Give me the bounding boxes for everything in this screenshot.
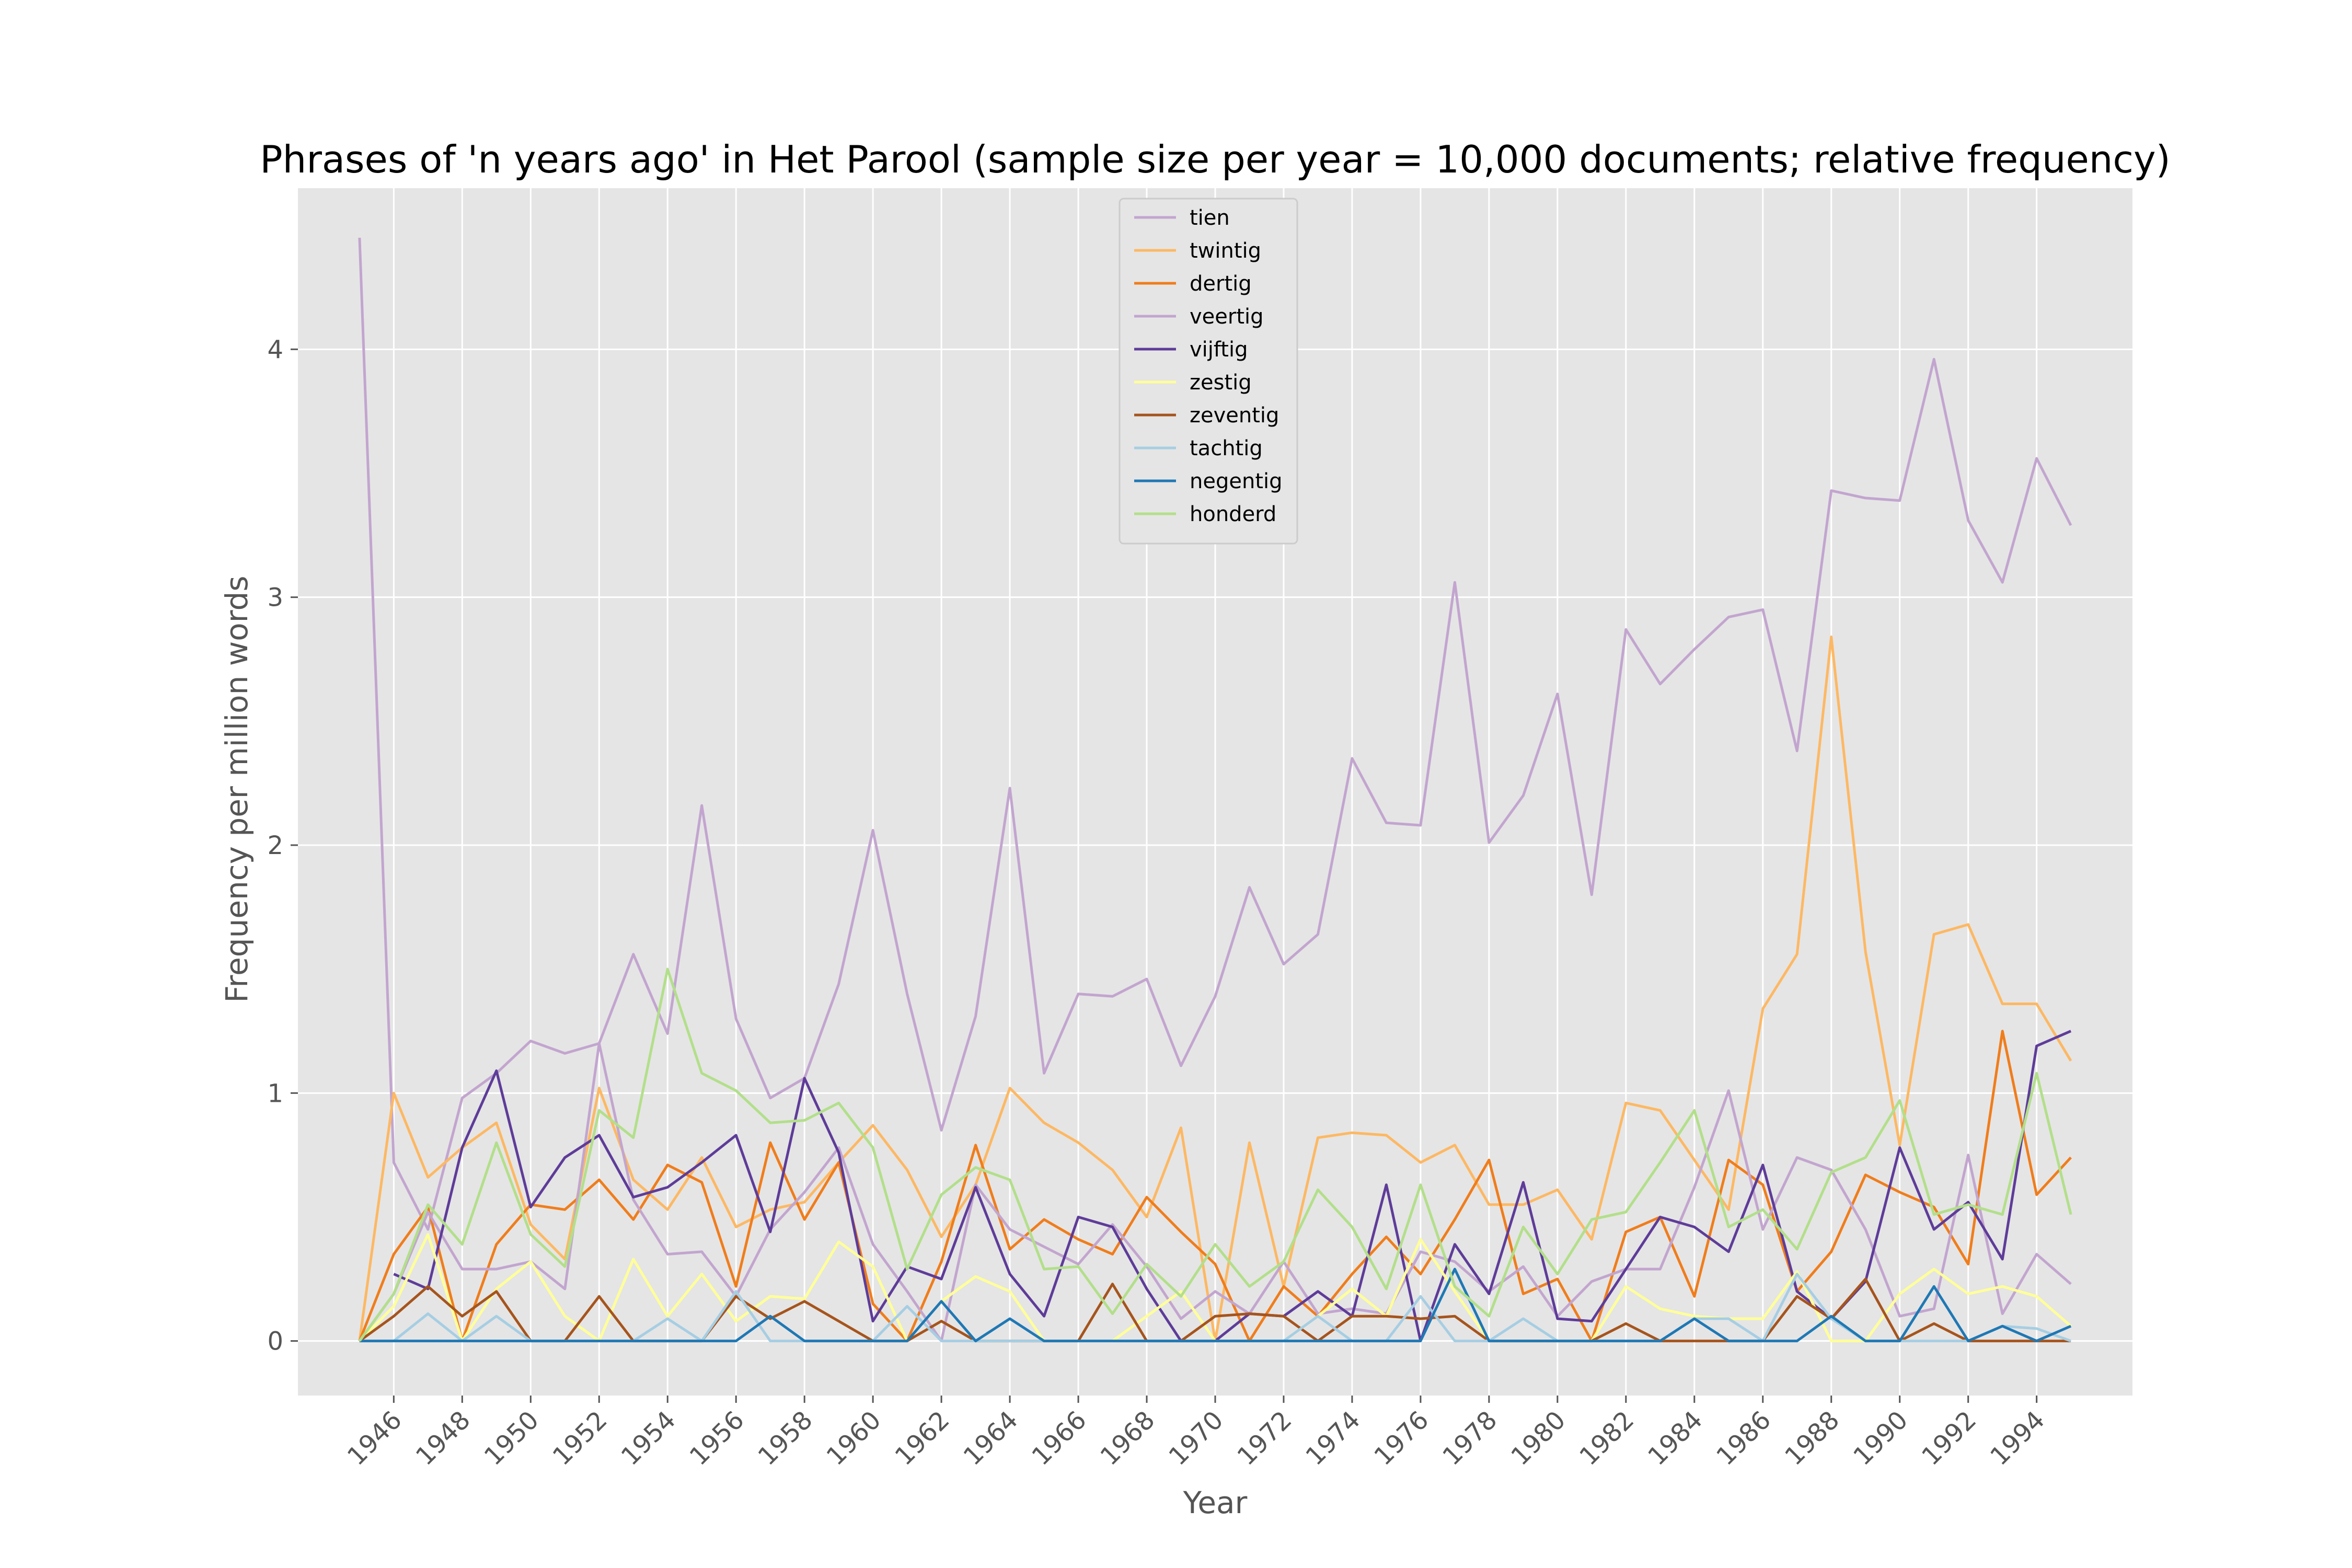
- legend-label-zeventig: zeventig: [1190, 403, 1279, 428]
- legend-label-zestig: zestig: [1190, 371, 1252, 395]
- x-tick-label: 1948: [410, 1405, 476, 1471]
- series-line-honderd: [358, 967, 2072, 1342]
- y-axis-label: Frequency per million words: [219, 575, 255, 1002]
- series-line-dertig: [358, 1030, 2072, 1343]
- x-axis: 1946 1948 1950 1952 1954 1956 1958 1960 1962 1964…: [342, 1396, 2050, 1471]
- x-tick-label: 1986: [1711, 1405, 1777, 1471]
- x-tick-label: 1974: [1300, 1405, 1366, 1471]
- series-line-veertig: [358, 1042, 2072, 1343]
- chart-title: Phrases of 'n years ago' in Het Parool (…: [260, 137, 2170, 181]
- x-tick-label: 1992: [1916, 1405, 1982, 1471]
- x-tick-label: 1982: [1574, 1405, 1640, 1471]
- legend-label-twintig: twintig: [1190, 239, 1261, 263]
- x-tick-label: 1962: [890, 1405, 955, 1471]
- x-tick-label: 1968: [1095, 1405, 1161, 1471]
- x-tick-label: 1990: [1848, 1405, 1913, 1471]
- x-tick-label: 1956: [684, 1405, 750, 1471]
- legend-label-dertig: dertig: [1190, 272, 1252, 296]
- legend-box: [1119, 198, 1298, 545]
- series-line-negentig: [359, 1267, 2072, 1343]
- x-tick-label: 1972: [1231, 1405, 1297, 1471]
- x-tick-label: 1954: [616, 1405, 682, 1471]
- series-line-tien: [358, 237, 2072, 1231]
- legend: tien twintig dertig veertig vijftig zestig zev…: [1119, 198, 1298, 545]
- x-tick-label: 1946: [342, 1405, 408, 1471]
- x-tick-label: 1966: [1027, 1405, 1092, 1471]
- x-tick-label: 1950: [479, 1405, 545, 1471]
- x-tick-label: 1988: [1779, 1405, 1845, 1471]
- x-tick-label: 1960: [821, 1405, 887, 1471]
- y-tick-label: 0: [267, 1327, 283, 1356]
- legend-label-veertig: veertig: [1190, 305, 1264, 329]
- x-tick-label: 1964: [958, 1405, 1024, 1471]
- y-tick-label: 2: [267, 831, 283, 860]
- x-tick-label: 1958: [753, 1405, 818, 1471]
- legend-label-vijftig: vijftig: [1190, 338, 1248, 362]
- x-axis-label: Year: [1183, 1485, 1248, 1520]
- x-tick-label: 1980: [1505, 1405, 1571, 1471]
- legend-label-tachtig: tachtig: [1190, 436, 1263, 460]
- x-tick-label: 1952: [547, 1405, 613, 1471]
- y-tick-label: 1: [267, 1079, 283, 1108]
- y-tick-label: 4: [267, 335, 283, 364]
- x-tick-label: 1970: [1163, 1405, 1229, 1471]
- x-tick-label: 1984: [1642, 1405, 1708, 1471]
- legend-label-honderd: honderd: [1190, 502, 1276, 526]
- series-line-vijftig: [393, 1030, 2072, 1343]
- y-axis: 0 1 2 3 4: [267, 335, 298, 1356]
- x-tick-label: 1978: [1437, 1405, 1503, 1471]
- y-tick-label: 3: [267, 583, 283, 613]
- series-lines: [358, 237, 2072, 1343]
- x-tick-label: 1994: [1985, 1405, 2050, 1471]
- legend-label-negentig: negentig: [1190, 469, 1283, 493]
- legend-label-tien: tien: [1190, 206, 1230, 230]
- x-tick-label: 1976: [1368, 1405, 1434, 1471]
